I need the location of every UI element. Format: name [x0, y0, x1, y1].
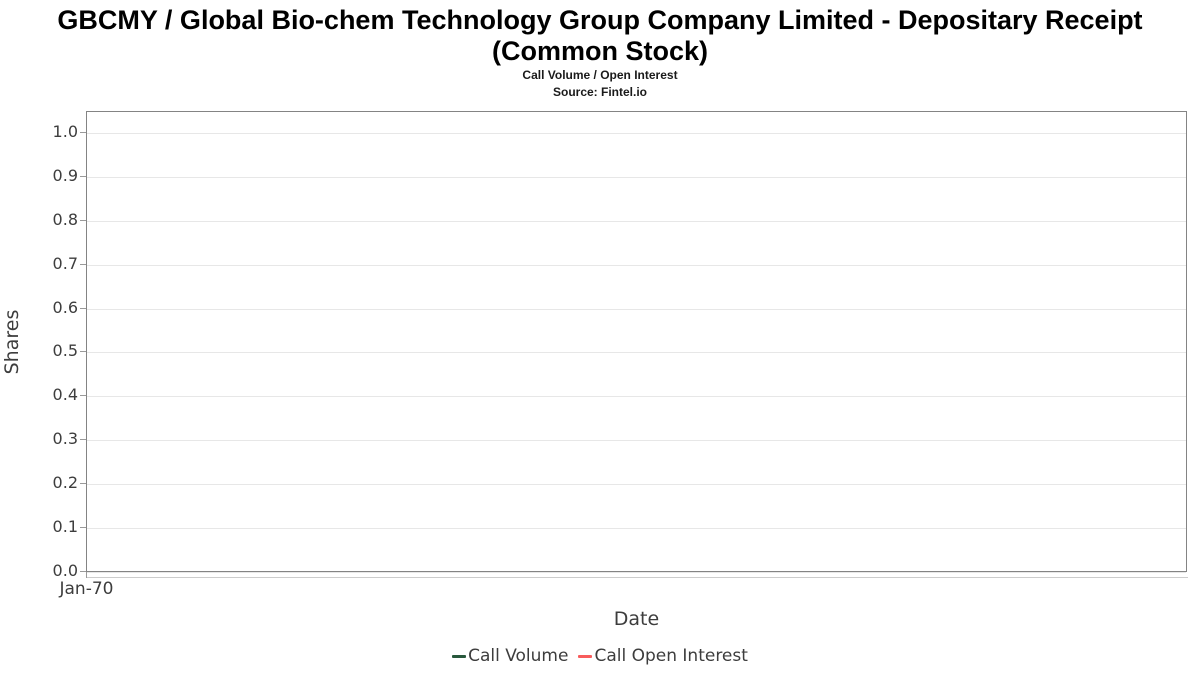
- y-tick-mark-0.9: [80, 176, 86, 177]
- gridline-y-0.2: [87, 484, 1186, 485]
- legend-label-call-open-interest: Call Open Interest: [594, 646, 748, 666]
- gridline-y-0.3: [87, 440, 1186, 441]
- y-tick-label-0.5: 0.5: [52, 341, 78, 360]
- y-tick-mark-1.0: [80, 132, 86, 133]
- y-tick-mark-0.2: [80, 483, 86, 484]
- gridline-y-0.8: [87, 221, 1186, 222]
- y-tick-label-0.3: 0.3: [52, 429, 78, 448]
- chart-subtitle: Call Volume / Open Interest: [522, 68, 678, 82]
- gridline-y-0.7: [87, 265, 1186, 266]
- y-tick-label-0.1: 0.1: [52, 517, 78, 536]
- call-open-interest-line-swatch-icon: [578, 654, 593, 658]
- chart-title: GBCMY / Global Bio-chem Technology Group…: [57, 5, 1143, 66]
- y-tick-mark-0.1: [80, 527, 86, 528]
- gridline-y-1.0: [87, 133, 1186, 134]
- chart-legend: Call Volume Call Open Interest: [0, 646, 1200, 666]
- legend-item-call-volume[interactable]: Call Volume: [452, 646, 568, 666]
- y-tick-label-0.6: 0.6: [52, 298, 78, 317]
- y-tick-label-0.9: 0.9: [52, 166, 78, 185]
- gridline-y-0.4: [87, 396, 1186, 397]
- chart-source: Source: Fintel.io: [552, 85, 647, 99]
- y-tick-label-0.8: 0.8: [52, 210, 78, 229]
- y-tick-mark-0.3: [80, 439, 86, 440]
- y-tick-mark-0.6: [80, 308, 86, 309]
- gridline-y-0.1: [87, 528, 1186, 529]
- y-tick-mark-0.4: [80, 395, 86, 396]
- y-tick-label-1.0: 1.0: [52, 122, 78, 141]
- x-axis-tick-label: Jan-70: [59, 579, 114, 599]
- x-axis-tick-mark: [86, 572, 87, 578]
- legend-label-call-volume: Call Volume: [468, 646, 569, 666]
- gridline-y-0.9: [87, 177, 1186, 178]
- legend-item-call-open-interest[interactable]: Call Open Interest: [578, 646, 748, 666]
- x-axis-title: Date: [613, 608, 660, 630]
- y-tick-mark-0.5: [80, 351, 86, 352]
- call-volume-line-swatch-icon: [452, 654, 467, 658]
- y-tick-label-0.7: 0.7: [52, 254, 78, 273]
- gridline-y-0.5: [87, 352, 1186, 353]
- y-tick-mark-0.8: [80, 220, 86, 221]
- gridline-y-0.6: [87, 309, 1186, 310]
- gridline-y-0.0: [87, 572, 1186, 573]
- y-tick-label-0.4: 0.4: [52, 385, 78, 404]
- y-tick-label-0.2: 0.2: [52, 473, 78, 492]
- y-tick-mark-0.7: [80, 264, 86, 265]
- y-tick-mark-0.0: [80, 571, 86, 572]
- plot-area: [86, 111, 1187, 573]
- x-axis-line: [86, 577, 1188, 578]
- y-tick-label-0.0: 0.0: [52, 561, 78, 580]
